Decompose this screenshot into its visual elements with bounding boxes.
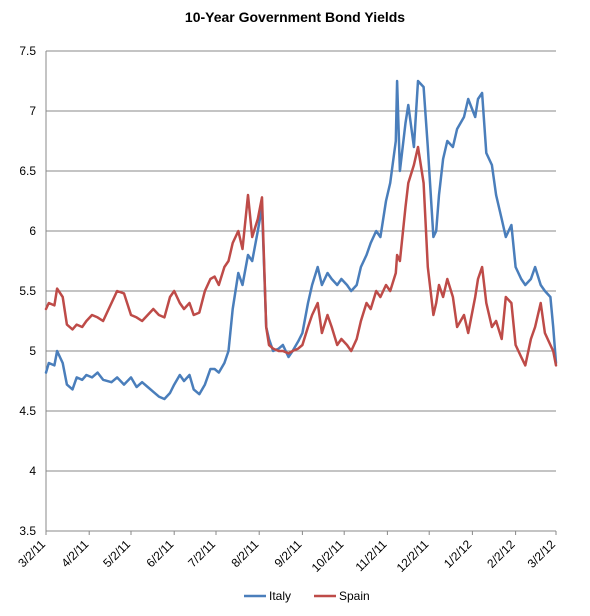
series-line-italy <box>44 79 558 401</box>
series-line-spain <box>44 145 558 367</box>
y-axis-tick-labels: 3.5 4 4.5 5 5.5 6 6.5 7 7.5 <box>19 44 36 538</box>
grid-lines <box>46 50 556 532</box>
y-tick-label: 6 <box>29 224 36 238</box>
series-lines <box>44 79 558 401</box>
y-tick-label: 3.5 <box>19 524 36 538</box>
y-tick-label: 4 <box>29 464 36 478</box>
y-tick-label: 5 <box>29 344 36 358</box>
y-tick-label: 5.5 <box>19 284 36 298</box>
legend-label-spain: Spain <box>339 589 370 603</box>
y-tick-label: 6.5 <box>19 164 36 178</box>
chart-title: 10-Year Government Bond Yields <box>185 9 405 25</box>
legend: Italy Spain <box>244 589 370 603</box>
y-tick-label: 4.5 <box>19 404 36 418</box>
legend-label-italy: Italy <box>269 589 291 603</box>
y-tick-label: 7 <box>29 104 36 118</box>
y-tick-label: 7.5 <box>19 44 36 58</box>
